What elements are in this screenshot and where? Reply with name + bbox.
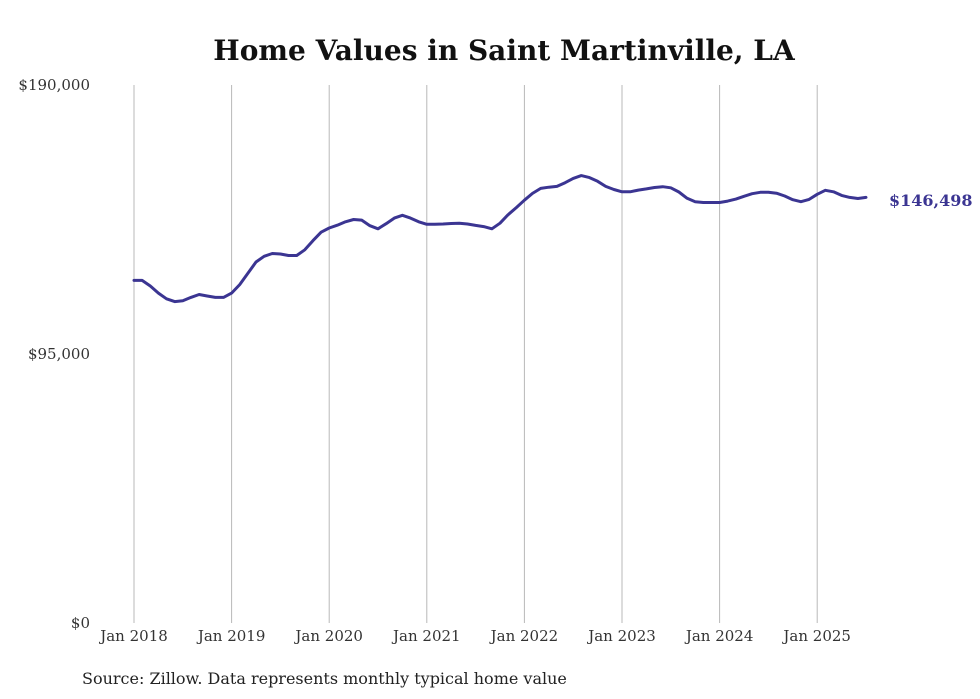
x-tick-label: Jan 2023 (586, 627, 656, 645)
x-tick-label: Jan 2019 (196, 627, 266, 645)
x-tick-label: Jan 2021 (391, 627, 461, 645)
x-tick-label: Jan 2022 (489, 627, 559, 645)
x-tick-label: Jan 2025 (781, 627, 851, 645)
y-tick-label: $0 (71, 614, 90, 632)
gridlines (133, 85, 818, 623)
source-note: Source: Zillow. Data represents monthly … (82, 669, 567, 688)
x-axis-ticks: Jan 2018 Jan 2019 Jan 2020 Jan 2021 Jan 2022… (98, 627, 851, 645)
y-tick-label: $190,000 (18, 76, 90, 94)
chart-title: Home Values in Saint Martinville, LA (213, 34, 796, 67)
y-axis-ticks: $0 $95,000 $190,000 (18, 76, 90, 632)
end-value-label: $146,498 (889, 191, 973, 210)
y-tick-label: $95,000 (28, 345, 90, 363)
series-line (132, 174, 868, 304)
x-tick-label: Jan 2020 (293, 627, 363, 645)
x-tick-label: Jan 2024 (684, 627, 754, 645)
x-tick-label: Jan 2018 (98, 627, 168, 645)
